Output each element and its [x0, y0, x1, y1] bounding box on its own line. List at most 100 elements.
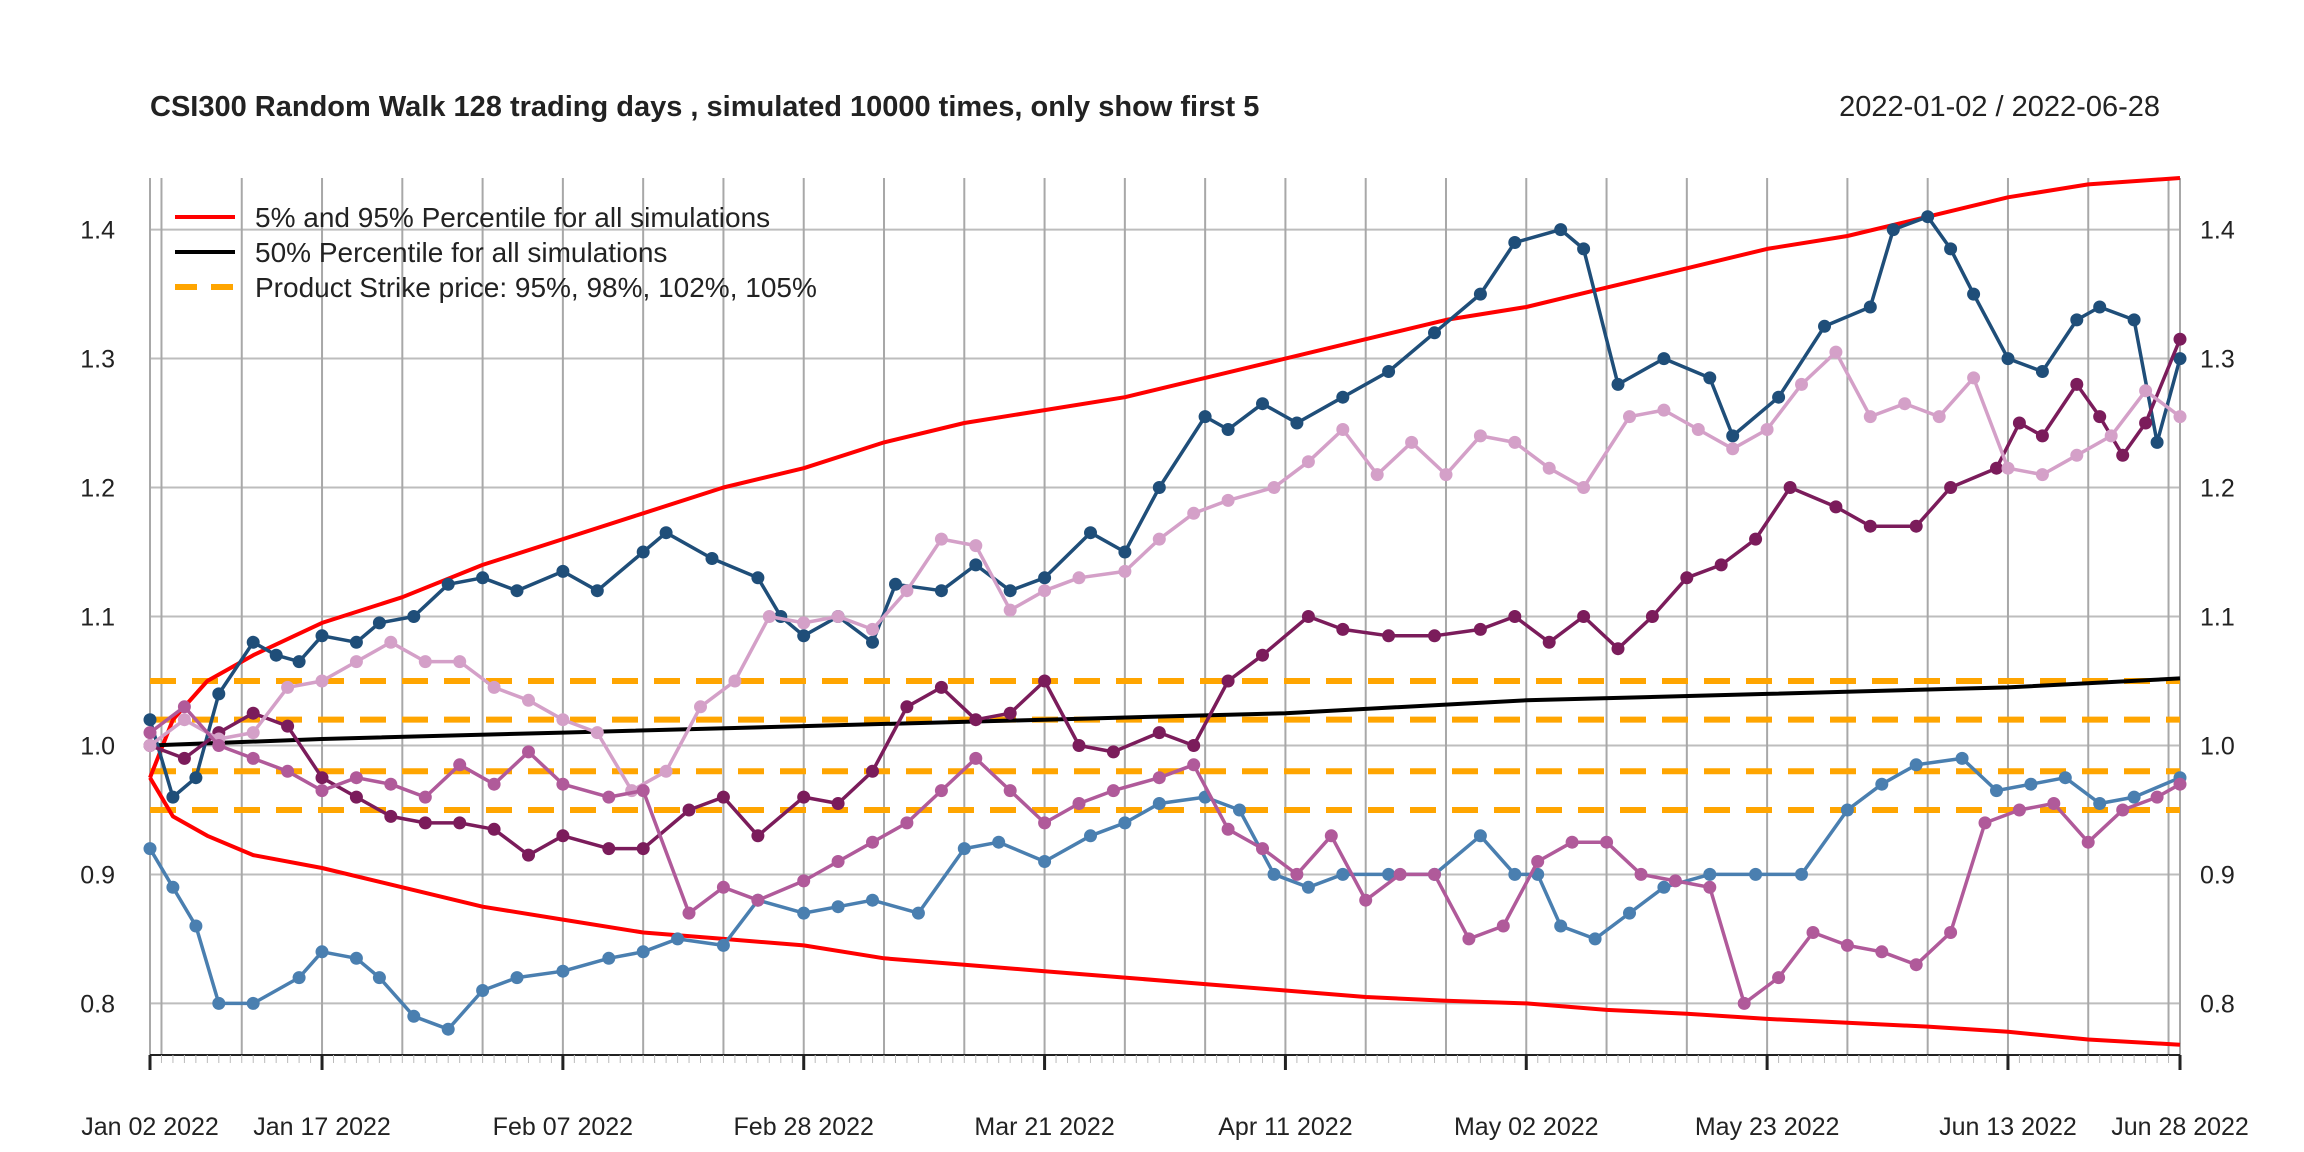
data-point — [1508, 867, 1522, 881]
data-point — [315, 674, 329, 688]
data-point — [2012, 803, 2026, 817]
data-point — [189, 919, 203, 933]
data-point — [1795, 867, 1808, 881]
series-1 — [148, 776, 2181, 1047]
data-point — [1588, 932, 1602, 946]
data-point — [349, 951, 363, 965]
data-point — [246, 726, 260, 740]
data-point — [1370, 468, 1384, 482]
data-point — [487, 822, 501, 836]
data-point — [797, 790, 811, 804]
series-6 — [143, 345, 2187, 798]
data-point — [1863, 519, 1877, 533]
data-point — [1703, 371, 1717, 385]
series-line — [148, 776, 2181, 1047]
data-point — [1657, 352, 1671, 366]
data-point — [143, 726, 157, 740]
data-point — [957, 842, 971, 856]
data-point — [1428, 867, 1441, 881]
data-point — [1382, 365, 1396, 378]
data-point — [349, 771, 363, 785]
data-point — [1909, 519, 1923, 533]
data-point — [1921, 210, 1935, 224]
data-point — [1152, 797, 1166, 810]
data-point — [831, 855, 845, 868]
data-point — [1301, 880, 1315, 894]
data-point — [671, 932, 685, 946]
data-point — [1256, 397, 1269, 411]
grid — [149, 178, 2181, 1055]
data-point — [797, 874, 811, 888]
data-point — [751, 829, 765, 843]
data-point — [2001, 352, 2015, 366]
series-4 — [143, 751, 2187, 1036]
data-point — [934, 584, 948, 598]
data-point — [1840, 803, 1854, 817]
data-point — [2047, 797, 2061, 810]
data-point — [636, 945, 650, 959]
data-point — [556, 564, 570, 578]
data-point — [1611, 377, 1625, 391]
data-point — [1198, 410, 1212, 424]
x-tick-label: Jan 17 2022 — [253, 1113, 391, 1141]
data-point — [1118, 545, 1132, 559]
x-tick-label: May 02 2022 — [1454, 1113, 1599, 1141]
data-point — [866, 835, 879, 849]
x-tick-label: Feb 28 2022 — [734, 1113, 874, 1141]
data-point — [212, 996, 226, 1010]
data-point — [682, 906, 696, 920]
data-point — [992, 835, 1006, 849]
y-tick-label-left: 1.2 — [80, 475, 115, 503]
series-0 — [148, 176, 2181, 779]
data-point — [246, 751, 260, 765]
data-point — [1703, 867, 1717, 881]
data-point — [2173, 777, 2187, 791]
data-point — [246, 706, 260, 720]
data-point — [212, 687, 226, 701]
data-point — [1680, 571, 1694, 585]
x-tick-label: Jun 28 2022 — [2111, 1113, 2249, 1141]
data-point — [1611, 642, 1625, 656]
data-point — [2127, 790, 2141, 804]
data-point — [797, 629, 811, 643]
x-tick-label: Jun 13 2022 — [1939, 1113, 2077, 1141]
data-point — [1473, 622, 1487, 636]
data-point — [177, 713, 191, 727]
data-point — [212, 739, 226, 752]
data-point — [166, 790, 180, 804]
data-point — [1439, 468, 1453, 482]
data-point — [269, 648, 283, 662]
data-point — [1875, 945, 1889, 959]
data-point — [1829, 345, 1843, 359]
series-2 — [149, 676, 2181, 748]
data-point — [1187, 758, 1201, 772]
data-point — [1967, 371, 1981, 385]
data-point — [1152, 532, 1166, 546]
data-point — [1840, 938, 1854, 952]
x-tick-label: May 23 2022 — [1695, 1113, 1840, 1141]
data-point — [1577, 610, 1591, 623]
data-point — [453, 816, 467, 830]
data-point — [1038, 674, 1052, 688]
data-point — [292, 655, 306, 669]
data-point — [1221, 822, 1235, 836]
legend-label: 50% Percentile for all simulations — [255, 237, 667, 268]
data-point — [1554, 919, 1568, 933]
data-point — [556, 829, 570, 843]
data-point — [602, 790, 616, 804]
data-point — [2058, 771, 2072, 785]
data-point — [418, 655, 432, 669]
data-point — [636, 842, 650, 856]
data-point — [1944, 481, 1958, 494]
data-point — [705, 552, 719, 565]
data-point — [2035, 429, 2049, 443]
data-point — [1726, 442, 1740, 456]
data-point — [1324, 829, 1338, 843]
data-point — [1428, 326, 1441, 340]
data-point — [682, 803, 696, 817]
data-point — [969, 558, 983, 572]
data-point — [476, 571, 490, 585]
data-point — [1645, 610, 1659, 623]
data-point — [1267, 481, 1281, 494]
data-point — [1038, 571, 1052, 585]
